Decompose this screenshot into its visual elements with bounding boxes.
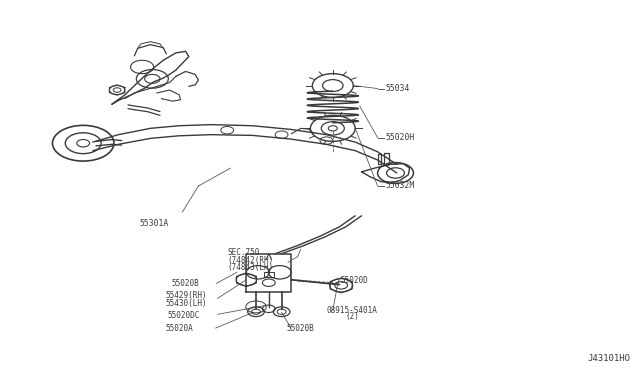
Text: 55020A: 55020A — [165, 324, 193, 333]
Text: (74842(RH): (74842(RH) — [227, 256, 273, 265]
Text: 55429(RH): 55429(RH) — [165, 291, 207, 300]
Text: 55032M: 55032M — [386, 182, 415, 190]
Text: 55020DC: 55020DC — [168, 311, 200, 320]
Text: 55020H: 55020H — [386, 133, 415, 142]
Text: 55034: 55034 — [386, 84, 410, 93]
Text: 08915-S401A: 08915-S401A — [326, 306, 377, 315]
Text: (2): (2) — [346, 312, 360, 321]
Text: J43101HO: J43101HO — [588, 354, 630, 363]
Text: 55020B: 55020B — [287, 324, 314, 333]
Text: 55020B: 55020B — [172, 279, 199, 288]
Text: 55430(LH): 55430(LH) — [165, 299, 207, 308]
Text: 55020D: 55020D — [340, 276, 368, 285]
Text: 55301A: 55301A — [140, 219, 169, 228]
Text: (74843(LH): (74843(LH) — [227, 263, 273, 272]
Text: SEC.750: SEC.750 — [227, 248, 260, 257]
